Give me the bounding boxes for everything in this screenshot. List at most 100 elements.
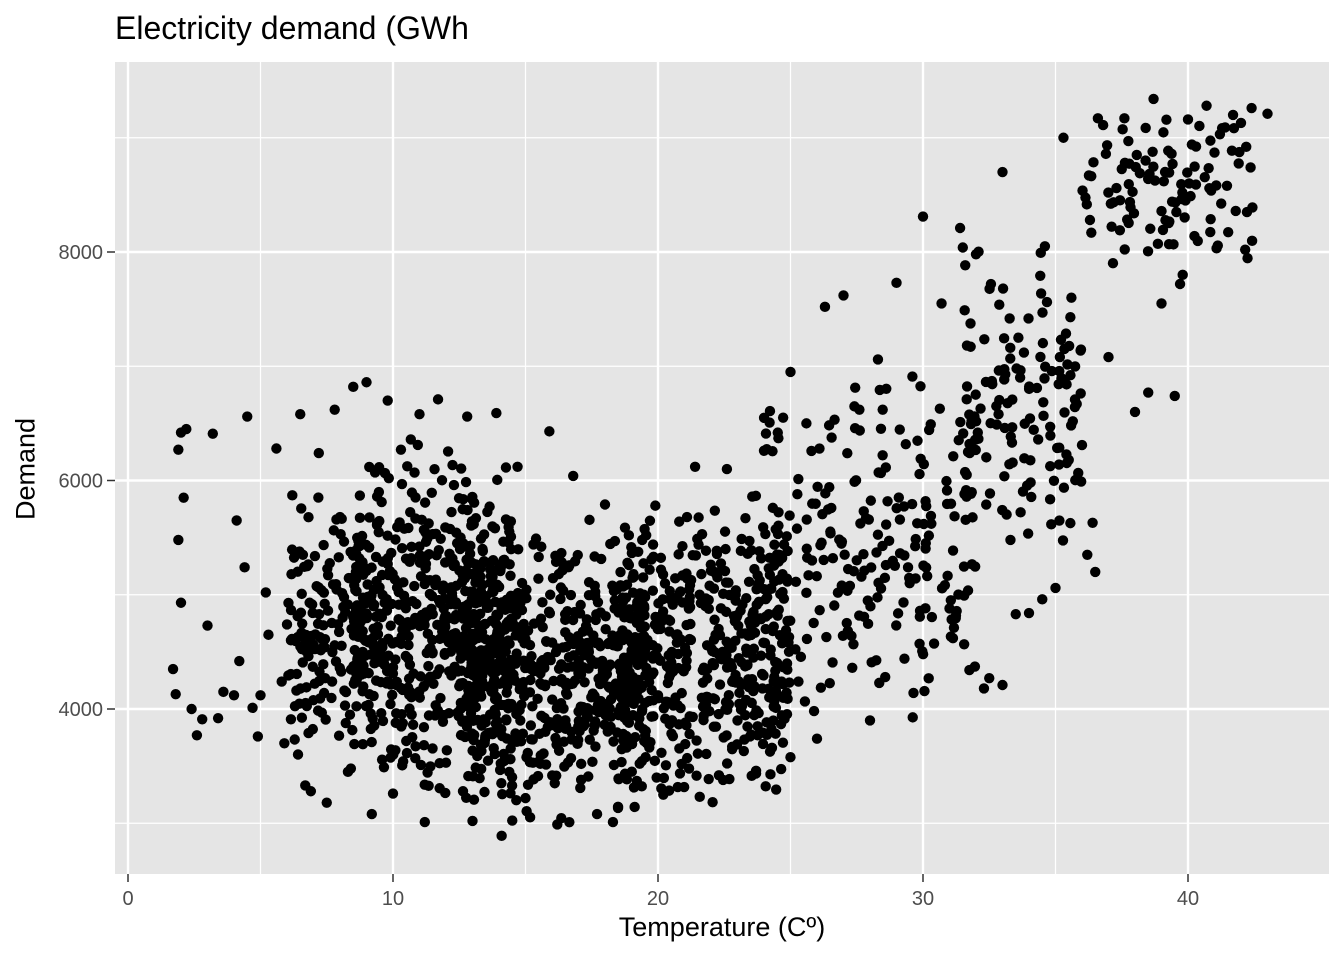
dense-point-cluster-a	[377, 715, 389, 727]
y-tick-label: 6000	[59, 471, 104, 493]
dense-point-cluster-b	[499, 622, 510, 634]
dense-point-cluster-a	[349, 738, 360, 750]
dense-point-cluster-g	[1097, 119, 1109, 131]
dense-point-cluster-a	[390, 534, 401, 545]
dense-point-cluster-c	[681, 573, 693, 584]
dense-point-cluster-b	[608, 736, 619, 747]
dense-point-cluster-c	[680, 661, 692, 673]
dense-point-cluster-g	[1234, 146, 1245, 158]
dense-point-cluster-d	[318, 659, 329, 670]
scatter-point	[348, 381, 359, 393]
dense-point-cluster-a	[382, 530, 393, 541]
dense-point-cluster-c	[719, 565, 731, 577]
scatter-point	[650, 500, 661, 511]
dense-point-cluster-d	[365, 708, 376, 719]
scatter-point	[207, 428, 218, 439]
dense-point-cluster-b	[609, 603, 620, 614]
dense-point-cluster-d	[283, 670, 294, 681]
dense-point-cluster-b	[597, 655, 608, 667]
dense-point-cluster-a	[373, 526, 384, 538]
dense-point-cluster-e	[807, 498, 818, 509]
dense-point-cluster-e	[875, 423, 887, 434]
scatter-point	[414, 409, 425, 420]
dense-point-cluster-a	[391, 636, 402, 648]
dense-point-cluster-e	[969, 661, 981, 672]
dense-point-cluster-b	[462, 601, 473, 612]
dense-point-cluster-g	[1179, 212, 1190, 223]
dense-point-cluster-g	[1149, 175, 1161, 186]
dense-point-cluster-e	[969, 561, 981, 572]
dense-point-cluster-f	[1069, 401, 1081, 413]
dense-point-cluster-c	[752, 730, 763, 741]
dense-point-cluster-e	[767, 625, 779, 637]
dense-point-cluster-c	[691, 770, 702, 781]
dense-point-cluster-a	[439, 557, 451, 568]
dense-point-cluster-e	[826, 432, 837, 443]
dense-point-cluster-b	[550, 556, 562, 568]
dense-point-cluster-f	[1054, 365, 1065, 377]
dense-point-cluster-c	[683, 603, 695, 614]
dense-point-cluster-b	[525, 720, 537, 731]
dense-point-cluster-c	[784, 677, 795, 688]
dense-point-cluster-b	[541, 636, 552, 647]
dense-point-cluster-e	[908, 687, 919, 699]
dense-point-cluster-b	[562, 678, 573, 690]
dense-point-cluster-a	[396, 478, 408, 490]
dense-point-cluster-g	[1161, 114, 1172, 125]
scatter-point	[252, 731, 264, 742]
dense-point-cluster-c	[647, 585, 659, 596]
scatter-point	[793, 676, 804, 687]
dense-point-cluster-b	[560, 687, 572, 699]
dense-point-cluster-c	[653, 598, 664, 609]
dense-point-cluster-a	[406, 619, 418, 631]
dense-point-cluster-e	[877, 540, 888, 552]
dense-point-cluster-f	[964, 438, 975, 450]
dense-point-cluster-e	[814, 443, 825, 454]
dense-point-cluster-e	[825, 526, 836, 537]
dense-point-cluster-d	[285, 714, 297, 725]
dense-point-cluster-a	[370, 551, 382, 563]
dense-point-cluster-e	[936, 583, 948, 594]
dense-point-cluster-a	[439, 611, 451, 622]
dense-point-cluster-b	[587, 688, 599, 699]
dense-point-cluster-a	[393, 519, 405, 531]
dense-point-cluster-g	[1183, 178, 1195, 189]
dense-point-cluster-f	[1061, 457, 1072, 469]
dense-point-cluster-f	[1007, 457, 1018, 468]
dense-point-cluster-c	[748, 643, 760, 654]
dense-point-cluster-b	[479, 786, 490, 798]
dense-point-cluster-c	[725, 657, 736, 669]
dense-point-cluster-c	[663, 785, 675, 796]
dense-point-cluster-e	[945, 595, 957, 606]
dense-point-cluster-f	[981, 499, 992, 510]
scatter-point	[1037, 594, 1048, 605]
dense-point-cluster-d	[314, 693, 326, 704]
dense-point-cluster-b	[503, 537, 514, 548]
x-tick-label: 10	[382, 888, 404, 910]
dense-point-cluster-b	[536, 541, 547, 552]
dense-point-cluster-b	[535, 668, 546, 679]
dense-point-cluster-a	[385, 752, 396, 763]
dense-point-cluster-a	[384, 565, 396, 577]
scatter-point	[740, 513, 751, 524]
dense-point-cluster-f	[985, 418, 996, 429]
dense-point-cluster-d	[360, 539, 372, 551]
dense-point-cluster-b	[526, 651, 537, 662]
dense-point-cluster-e	[817, 508, 828, 520]
dense-point-cluster-b	[600, 698, 611, 710]
dense-point-cluster-b	[532, 770, 544, 782]
scatter-point	[801, 418, 812, 429]
dense-point-cluster-d	[300, 780, 311, 791]
dense-point-cluster-c	[734, 698, 745, 710]
dense-point-cluster-d	[374, 515, 385, 527]
scatter-point	[925, 510, 937, 522]
dense-point-cluster-f	[1048, 475, 1060, 486]
dense-point-cluster-c	[644, 564, 655, 575]
dense-point-cluster-c	[707, 797, 718, 808]
scatter-point	[997, 679, 1008, 691]
dense-point-cluster-d	[312, 705, 324, 716]
dense-point-cluster-e	[915, 381, 926, 392]
dense-point-cluster-b	[560, 723, 571, 734]
scatter-point	[1227, 109, 1239, 121]
dense-point-cluster-f	[1037, 337, 1049, 349]
